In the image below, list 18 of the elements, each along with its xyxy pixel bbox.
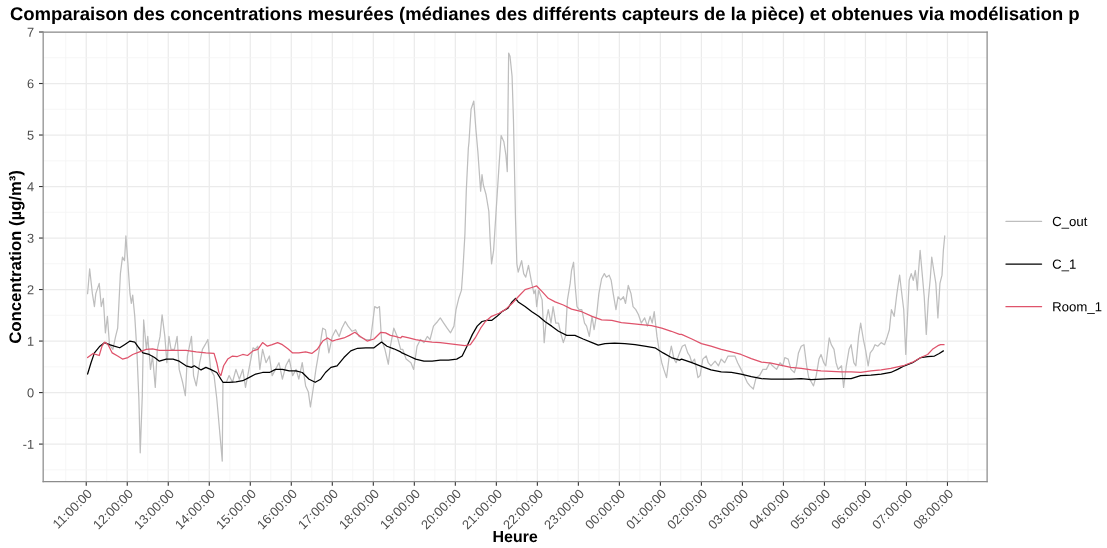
y-tick-label: 7 (27, 27, 34, 37)
legend-label: Room_1 (1053, 302, 1102, 314)
line-series (86, 285, 945, 377)
y-tick-label: 0 (27, 388, 34, 398)
y-tick-label: 5 (27, 130, 34, 140)
y-tick-label: 3 (27, 233, 34, 243)
y-axis-title: Concentration (µg/m³) (8, 170, 25, 343)
legend-label: C_out (1052, 216, 1088, 229)
line-series (86, 297, 944, 383)
x-axis-title: Heure (493, 531, 538, 543)
y-tick-label: -1 (23, 439, 34, 449)
line-series (86, 52, 946, 462)
legend-label: C_1 (1052, 259, 1076, 272)
y-tick-label: 2 (27, 285, 34, 295)
y-tick-label: 6 (27, 79, 34, 89)
chart-title: Comparaison des concentrations mesurées (médianes des différents capteurs de la pièce) et obtenues via modélisation p (10, 6, 1079, 24)
y-tick-label: 4 (27, 182, 34, 192)
y-tick-label: 1 (27, 336, 34, 346)
